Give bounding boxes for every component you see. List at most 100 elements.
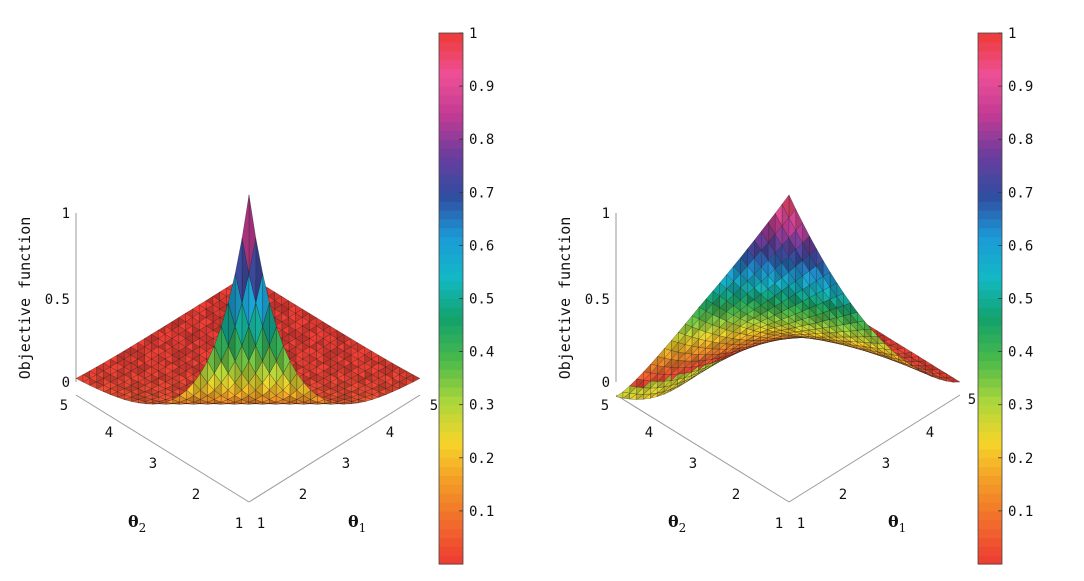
colorbar-left: 0.1 0.2 0.3 0.4 0.5 0.6 0.7 0.8 0.9 1 (438, 26, 494, 565)
colorbar-band (978, 227, 1002, 238)
surface-facet (747, 239, 755, 259)
colorbar-band (439, 369, 463, 379)
theta2-tick: 1 (235, 516, 243, 532)
colorbar-band (439, 351, 463, 362)
colorbar-band (439, 130, 463, 140)
surface-facet (75, 374, 84, 383)
theta1-tick: 5 (430, 398, 438, 414)
colorbar-band (439, 510, 463, 521)
surface-mesh-right (615, 194, 961, 400)
colorbar-band (978, 59, 1002, 69)
colorbar-band (978, 280, 1002, 291)
colorbar-band (439, 139, 463, 149)
surface-plot-right: Objective function 0 0.5 1 5 4 3 2 1 1 2… (556, 26, 1033, 565)
colorbar-band (978, 422, 1002, 432)
colorbar-band (439, 227, 463, 238)
z-axis-label: Objective function (16, 217, 34, 380)
colorbar-band (439, 77, 463, 87)
colorbar-tick-label: 0.1 (1008, 504, 1033, 520)
theta1-axis-line (788, 394, 961, 503)
colorbar-band (978, 245, 1002, 255)
colorbar-tick-label: 0.7 (1008, 185, 1033, 201)
colorbar-band (978, 139, 1002, 149)
colorbar-band (439, 103, 463, 114)
surface-facet (96, 385, 104, 393)
colorbar-band (978, 466, 1002, 477)
colorbar-band (978, 325, 1002, 335)
colorbar-band (439, 192, 463, 202)
surface-facet (241, 194, 250, 274)
surface-facet (172, 395, 181, 403)
colorbar-band (439, 298, 463, 308)
colorbar-band (978, 475, 1002, 485)
theta1-tick: 2 (299, 487, 307, 503)
colorbar-band (439, 360, 463, 370)
colorbar-band (439, 280, 463, 291)
colorbar-band (439, 484, 463, 494)
surface-facet (221, 302, 229, 346)
theta2-tick: 5 (601, 398, 609, 414)
colorbar-band (978, 440, 1002, 450)
colorbar-band (439, 325, 463, 335)
colorbar-band (978, 502, 1002, 512)
theta2-tick: 1 (775, 516, 783, 532)
theta2-tick: 4 (645, 425, 653, 441)
colorbar-band (439, 165, 463, 176)
surface-mesh-left (75, 194, 421, 405)
surface-facet (615, 391, 624, 399)
theta1-tick: 4 (926, 425, 934, 441)
surface-facet (740, 248, 748, 267)
surface-facet (767, 212, 776, 235)
surface-facet (754, 230, 762, 251)
colorbar-band (439, 50, 463, 61)
surface-facet (234, 238, 243, 303)
colorbar-tick-label: 0.6 (469, 238, 494, 254)
colorbar-band (439, 121, 463, 131)
colorbar-band (978, 50, 1002, 61)
colorbar-band (978, 431, 1002, 441)
theta1-tick: 3 (882, 456, 890, 472)
surface-facet (165, 399, 174, 404)
colorbar-band (978, 165, 1002, 176)
colorbar-tick-label: 0.2 (469, 451, 494, 467)
colorbar-band (439, 218, 463, 229)
surface-facet (705, 290, 714, 304)
colorbar-band (439, 555, 463, 565)
colorbar-band (439, 546, 463, 556)
theta1-tick: 1 (797, 516, 805, 532)
surface-facet (82, 378, 91, 386)
z-tick: 0 (602, 375, 610, 391)
colorbar-band (439, 263, 463, 273)
colorbar-band (439, 33, 463, 43)
colorbar-band (439, 537, 463, 547)
surface-facet (691, 306, 700, 320)
surface-facet (123, 396, 132, 402)
surface-facet (116, 394, 125, 400)
colorbar-band (978, 201, 1002, 211)
theta1-axis-line (248, 394, 421, 503)
colorbar-band (978, 254, 1002, 264)
colorbar-band (978, 112, 1002, 123)
colorbar-band (978, 378, 1002, 388)
colorbar-band (439, 254, 463, 264)
colorbar-band (978, 316, 1002, 326)
colorbar-band (978, 298, 1002, 308)
theta2-tick: 3 (689, 456, 697, 472)
colorbar-band (978, 555, 1002, 565)
colorbar-band (439, 413, 463, 423)
colorbar-tick-label: 0.3 (469, 398, 494, 414)
theta1-tick: 2 (839, 487, 847, 503)
axis-lines-right (615, 213, 961, 503)
colorbar-band (439, 156, 463, 167)
theta2-axis-line (75, 394, 250, 503)
colorbar-band (978, 174, 1002, 185)
colorbar-band (978, 457, 1002, 468)
colorbar-band (439, 183, 463, 193)
surface-facet (145, 402, 153, 405)
surface-facet (200, 360, 208, 384)
theta2-tick: 2 (192, 487, 200, 503)
colorbar-tick-label: 0.9 (1008, 79, 1033, 95)
colorbar-band (978, 333, 1002, 344)
colorbar-tick-label: 0.3 (1008, 398, 1033, 414)
